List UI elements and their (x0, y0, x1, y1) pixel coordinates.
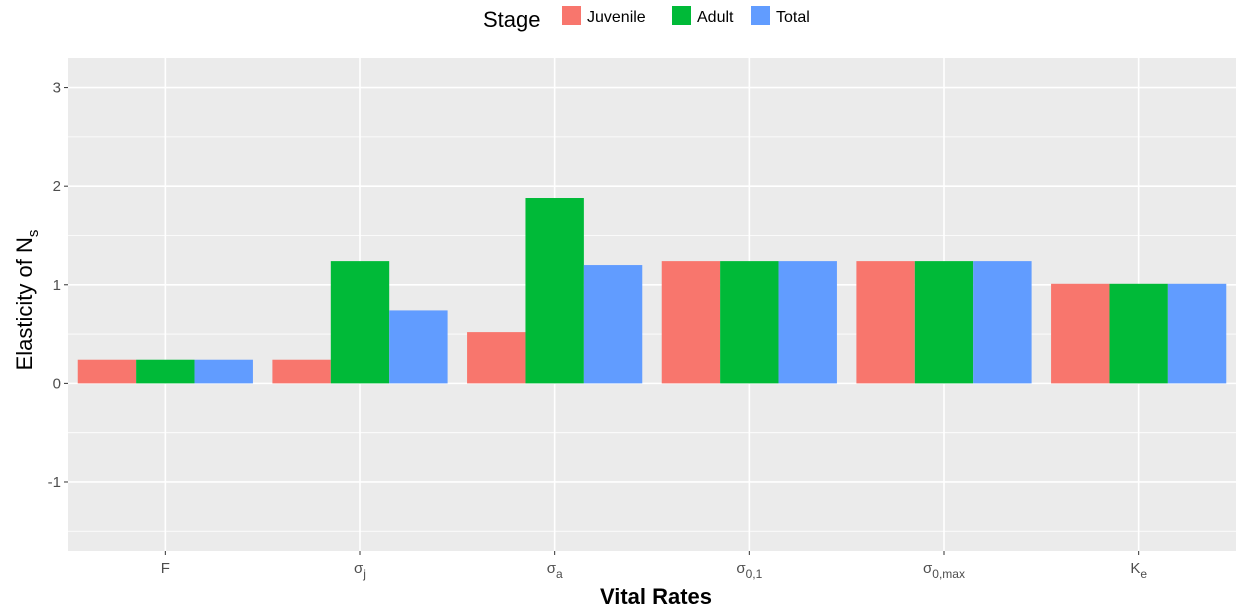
bar-juvenile-1 (272, 359, 331, 384)
x-tick-label: σj (354, 560, 366, 581)
bar-juvenile-2 (467, 332, 526, 384)
legend-label-total: Total (776, 9, 810, 26)
legend: Stage Juvenile Adult Total (483, 6, 810, 32)
x-tick-label: Ke (1130, 560, 1147, 581)
bar-adult-2 (525, 198, 584, 384)
legend-title: Stage (483, 7, 541, 32)
bar-juvenile-4 (856, 261, 915, 384)
legend-swatch-total (751, 6, 770, 25)
bar-juvenile-0 (77, 359, 137, 384)
bar-total-2 (583, 265, 643, 384)
bar-total-3 (778, 261, 837, 384)
y-axis-title-sub: s (25, 230, 42, 238)
x-tick-label: σa (547, 560, 563, 581)
y-axis-title: Elasticity of Ns (12, 230, 42, 371)
bar-adult-4 (914, 261, 974, 384)
legend-label-juvenile: Juvenile (587, 9, 646, 26)
bar-total-0 (194, 359, 253, 384)
y-tick-label: 1 (53, 277, 61, 294)
bar-juvenile-5 (1051, 283, 1110, 384)
legend-label-adult: Adult (697, 9, 734, 26)
bars (77, 198, 1227, 384)
x-tick-label: σ0,max (923, 560, 965, 581)
y-tick-label: 3 (53, 80, 61, 97)
x-axis-title: Vital Rates (600, 584, 712, 609)
bar-juvenile-3 (661, 261, 721, 384)
bar-total-5 (1167, 283, 1227, 384)
bar-adult-3 (720, 261, 779, 384)
plot-panel (68, 58, 1236, 551)
y-tick-label: 0 (53, 375, 61, 392)
y-axis: -1 0 1 2 3 (48, 80, 68, 491)
legend-swatch-juvenile (562, 6, 581, 25)
bar-adult-0 (136, 359, 195, 384)
bar-total-4 (973, 261, 1032, 384)
legend-swatch-adult (672, 6, 691, 25)
x-tick-label: σ0,1 (736, 560, 762, 581)
y-tick-label: 2 (53, 178, 61, 195)
y-tick-label: -1 (48, 474, 61, 491)
bar-adult-1 (330, 261, 390, 384)
x-tick-label: F (161, 560, 170, 577)
bar-total-1 (389, 310, 448, 384)
bar-adult-5 (1109, 283, 1168, 384)
y-axis-title-main: Elasticity of N (12, 237, 37, 370)
